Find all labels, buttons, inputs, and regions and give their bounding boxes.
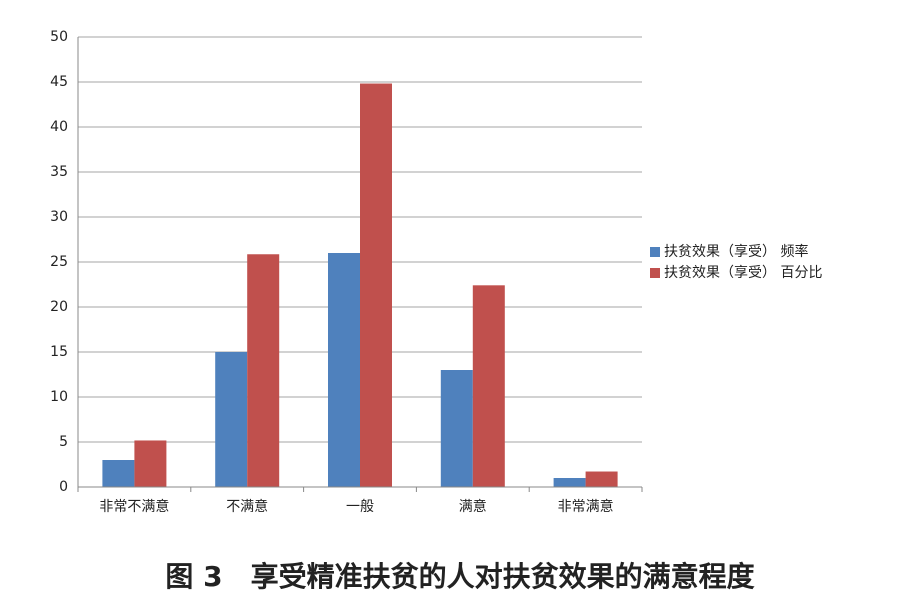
chart-title: 图 3 享受精准扶贫的人对扶贫效果的满意程度	[165, 560, 754, 593]
y-tick-label: 25	[50, 254, 68, 270]
x-tick-label: 非常不满意	[99, 498, 169, 515]
y-tick-label: 30	[50, 209, 68, 225]
bar	[215, 352, 248, 487]
bar	[328, 253, 360, 487]
bar	[360, 83, 392, 487]
y-tick-label: 40	[50, 119, 68, 135]
x-tick-label: 满意	[459, 498, 487, 515]
legend-swatch	[650, 247, 660, 257]
bar	[472, 285, 505, 487]
y-tick-label: 0	[59, 479, 68, 495]
bar	[553, 478, 586, 487]
y-tick-label: 20	[50, 299, 68, 315]
x-tick-label: 一般	[346, 499, 374, 515]
legend-label: 扶贫效果（享受） 百分比	[664, 264, 822, 281]
bar	[102, 460, 135, 487]
y-tick-label: 35	[50, 164, 68, 180]
y-tick-label: 5	[59, 434, 68, 450]
bar	[247, 254, 280, 487]
y-tick-label: 15	[50, 344, 68, 360]
bar	[585, 471, 618, 487]
y-tick-label: 10	[50, 389, 68, 405]
x-tick-label: 不满意	[226, 498, 268, 515]
y-tick-label: 50	[50, 29, 68, 45]
bar	[440, 370, 473, 487]
bar	[134, 440, 167, 487]
y-tick-label: 45	[50, 74, 68, 90]
legend-swatch	[650, 268, 660, 278]
x-tick-label: 非常满意	[558, 498, 614, 515]
legend-label: 扶贫效果（享受） 频率	[664, 243, 808, 260]
